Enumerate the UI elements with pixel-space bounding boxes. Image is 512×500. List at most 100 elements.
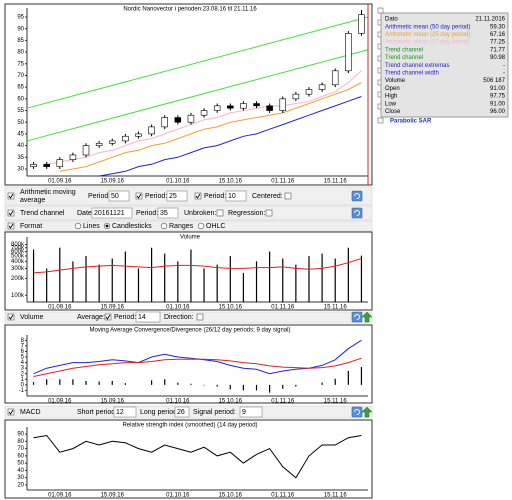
chart-title: Nordic Nanovector i perioden 23.08.16 ti… bbox=[123, 7, 257, 13]
info-value: 59.30 bbox=[490, 24, 506, 30]
text-input[interactable] bbox=[91, 207, 133, 219]
refresh-button[interactable] bbox=[351, 190, 363, 202]
y-tick-label: 30 bbox=[17, 475, 24, 481]
refresh-button[interactable] bbox=[351, 406, 363, 418]
x-tick-label: 15.11.16 bbox=[324, 493, 348, 499]
refresh-button[interactable] bbox=[351, 311, 363, 323]
up-arrow-button[interactable] bbox=[361, 406, 373, 418]
x-tick-label: 01.09.16 bbox=[48, 493, 72, 499]
info-label: Trend channel bbox=[385, 47, 423, 53]
info-value: 67.16 bbox=[490, 32, 506, 38]
checkbox[interactable] bbox=[7, 222, 15, 230]
series-line bbox=[59, 82, 362, 172]
candle-body bbox=[318, 84, 326, 90]
x-tick-label: 01.11.16 bbox=[271, 305, 295, 311]
checkbox[interactable] bbox=[7, 408, 15, 416]
info-label: Open bbox=[385, 86, 400, 92]
x-tick-label: 15.11.16 bbox=[324, 305, 348, 311]
radio-button[interactable] bbox=[160, 222, 168, 230]
y-tick-label: 2 bbox=[21, 371, 25, 377]
option-label: Parabolic SAR bbox=[390, 119, 432, 125]
radio-dot bbox=[105, 224, 109, 228]
x-tick-label: 01.11.16 bbox=[271, 493, 295, 499]
text-input[interactable] bbox=[239, 406, 263, 418]
control-label: Period: bbox=[136, 210, 158, 217]
y-tick-label: 95 bbox=[17, 15, 24, 21]
y-tick-label: 600k bbox=[11, 249, 25, 255]
info-value: 97.75 bbox=[490, 94, 506, 100]
control-label: Date: bbox=[77, 210, 94, 217]
checkmark bbox=[8, 223, 14, 229]
control-label: Format bbox=[20, 223, 42, 230]
checkmark bbox=[136, 193, 142, 199]
series-line bbox=[33, 357, 362, 377]
candle-body bbox=[345, 33, 352, 72]
option-checkbox[interactable] bbox=[377, 7, 384, 14]
x-tick-label: 01.10.16 bbox=[166, 305, 190, 311]
info-value: 90.98 bbox=[490, 55, 506, 61]
candle-body bbox=[305, 89, 313, 95]
info-label: Trend channel width bbox=[385, 70, 439, 76]
input-value: 25 bbox=[169, 193, 177, 200]
candle-body bbox=[82, 145, 90, 156]
up-arrow-button[interactable] bbox=[361, 311, 373, 323]
radio-button[interactable] bbox=[197, 222, 205, 230]
checkmark bbox=[105, 314, 111, 320]
x-tick-label: 01.09.16 bbox=[48, 399, 72, 405]
text-input[interactable] bbox=[113, 406, 137, 418]
control-label: Direction: bbox=[164, 314, 194, 321]
checkbox[interactable] bbox=[284, 192, 292, 200]
text-input[interactable] bbox=[166, 190, 188, 202]
checkbox[interactable] bbox=[7, 209, 15, 217]
refresh-button[interactable] bbox=[351, 207, 363, 219]
text-input[interactable] bbox=[225, 190, 247, 202]
radio-button[interactable] bbox=[74, 222, 82, 230]
control-label: Arithmetic moving bbox=[20, 189, 76, 196]
checkbox[interactable] bbox=[216, 209, 224, 217]
text-input[interactable] bbox=[108, 190, 130, 202]
y-tick-label: 60 bbox=[17, 453, 24, 459]
candle-body bbox=[108, 140, 116, 144]
y-tick-label: 85 bbox=[17, 38, 24, 44]
x-tick-label: 15.09.16 bbox=[101, 399, 125, 405]
candle-body bbox=[56, 159, 64, 167]
checkbox[interactable] bbox=[196, 313, 204, 321]
checkbox[interactable] bbox=[265, 209, 273, 217]
checkbox[interactable] bbox=[135, 192, 143, 200]
input-value: 26 bbox=[177, 409, 185, 416]
control-label: Period: bbox=[204, 193, 226, 200]
control-label: MACD bbox=[20, 409, 41, 416]
chart-frame bbox=[4, 324, 373, 404]
candle-body bbox=[200, 110, 208, 116]
refresh-icon bbox=[354, 193, 360, 199]
candle-body bbox=[358, 14, 365, 34]
trend-channel bbox=[26, 49, 369, 142]
option-checkbox[interactable] bbox=[377, 117, 384, 124]
info-value: 506 187 bbox=[483, 78, 505, 84]
checkbox[interactable] bbox=[7, 192, 15, 200]
x-tick-label: 01.11.16 bbox=[271, 179, 295, 185]
checkbox[interactable] bbox=[7, 313, 15, 321]
series-line bbox=[33, 434, 362, 479]
candle-body bbox=[187, 114, 195, 123]
text-input[interactable] bbox=[174, 406, 190, 418]
checkbox[interactable] bbox=[194, 192, 202, 200]
checkbox[interactable] bbox=[104, 313, 112, 321]
text-input[interactable] bbox=[157, 207, 179, 219]
control-label: Period: bbox=[145, 193, 167, 200]
y-tick-label: -1 bbox=[19, 388, 25, 394]
y-tick-label: 500k bbox=[11, 254, 25, 260]
y-tick-label: 400k bbox=[11, 259, 25, 265]
text-input[interactable] bbox=[135, 311, 161, 323]
x-tick-label: 15.10.16 bbox=[219, 399, 243, 405]
control-label: Volume bbox=[20, 314, 43, 321]
candle-body bbox=[69, 154, 77, 160]
y-tick-label: 8 bbox=[21, 338, 25, 344]
info-label: Dato bbox=[385, 17, 398, 23]
info-value: 77.25 bbox=[490, 40, 506, 46]
control-row bbox=[4, 311, 373, 324]
control-label: Period: bbox=[88, 193, 110, 200]
candle-body bbox=[292, 93, 300, 100]
x-tick-label: 15.09.16 bbox=[101, 493, 125, 499]
trend-channel bbox=[26, 16, 369, 109]
